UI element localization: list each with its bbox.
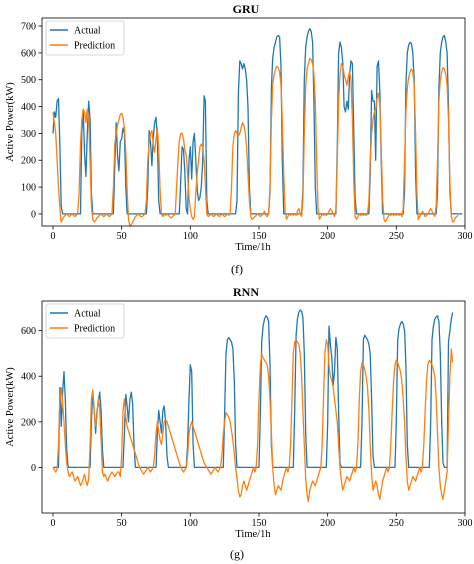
legend-label-actual: Actual — [74, 309, 101, 320]
y-tick-label: 300 — [21, 129, 36, 140]
x-tick-label: 250 — [389, 231, 404, 242]
x-tick-label: 100 — [183, 518, 198, 529]
series-line-actual — [53, 309, 454, 469]
chart-rnn: RNN 0 50 100 150 200 250 300 0 200 400 600 Time/1h… — [5, 285, 473, 561]
x-tick-label: 50 — [117, 518, 127, 529]
series-layer — [52, 28, 463, 227]
figure-caption: (g) — [230, 547, 244, 561]
x-tick-label: 0 — [50, 231, 55, 242]
y-tick-label: 600 — [21, 48, 36, 59]
x-tick-label: 150 — [251, 231, 266, 242]
legend: Actual Prediction — [45, 303, 125, 339]
y-tick-label: 400 — [21, 102, 36, 113]
chart-title: RNN — [233, 285, 259, 299]
legend-label-prediction: Prediction — [74, 41, 115, 52]
series-line-actual — [52, 28, 463, 215]
x-axis-label: Time/1h — [235, 242, 271, 253]
x-tick-label: 50 — [117, 231, 127, 242]
y-tick-label: 0 — [31, 463, 36, 474]
series-line-prediction — [52, 57, 459, 227]
y-tick-label: 600 — [21, 326, 36, 337]
x-tick-label: 200 — [320, 231, 335, 242]
y-tick-label: 700 — [21, 22, 36, 33]
ticks-layer: 0 50 100 150 200 250 300 0 100 200 300 400 500 600 700 — [21, 22, 473, 242]
plot-frame — [41, 17, 466, 227]
x-tick-label: 0 — [50, 518, 55, 529]
x-tick-label: 200 — [320, 518, 335, 529]
x-tick-label: 100 — [183, 231, 198, 242]
chart-gru: GRU 0 50 100 150 200 250 300 0 100 200 300 400 500 60… — [5, 2, 473, 276]
y-axis-label: Active Power(kW) — [5, 82, 16, 162]
y-tick-label: 200 — [21, 156, 36, 167]
y-tick-label: 200 — [21, 417, 36, 428]
legend: Actual Prediction — [45, 20, 125, 56]
x-tick-label: 300 — [458, 231, 473, 242]
y-tick-label: 0 — [31, 209, 36, 220]
y-tick-label: 100 — [21, 183, 36, 194]
legend-label-actual: Actual — [74, 26, 101, 37]
x-tick-label: 250 — [389, 518, 404, 529]
ticks-layer: 0 50 100 150 200 250 300 0 200 400 600 — [21, 326, 473, 529]
legend-label-prediction: Prediction — [74, 324, 115, 335]
plot-frame — [41, 300, 466, 514]
chart-title: GRU — [233, 2, 260, 16]
x-tick-label: 150 — [251, 518, 266, 529]
y-tick-label: 500 — [21, 75, 36, 86]
figure-caption: (f) — [231, 262, 243, 276]
x-tick-label: 300 — [458, 518, 473, 529]
y-tick-label: 400 — [21, 372, 36, 383]
x-axis-label: Time/1h — [235, 529, 271, 540]
series-line-prediction — [52, 339, 454, 503]
series-layer — [52, 309, 454, 503]
y-axis-label: Active Power(kW) — [5, 367, 16, 447]
